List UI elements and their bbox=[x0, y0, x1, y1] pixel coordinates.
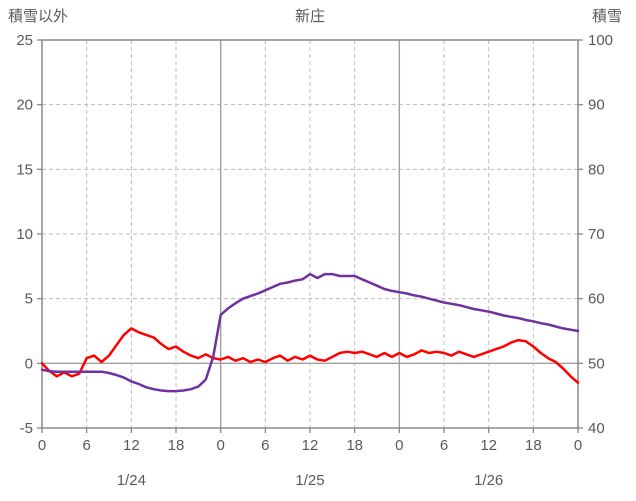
left-axis-tick-label: 5 bbox=[25, 291, 33, 308]
x-axis-tick-label: 18 bbox=[525, 437, 542, 454]
right-axis-tick-label: 40 bbox=[588, 420, 605, 437]
right-axis-tick-label: 100 bbox=[588, 32, 613, 49]
left-axis-tick-label: 15 bbox=[16, 161, 33, 178]
x-axis-tick-label: 6 bbox=[82, 437, 90, 454]
x-axis-tick-label: 6 bbox=[261, 437, 269, 454]
right-axis-tick-label: 50 bbox=[588, 355, 605, 372]
left-axis-tick-label: 10 bbox=[16, 226, 33, 243]
chart-title: 新庄 bbox=[294, 8, 325, 25]
left-axis-title: 積雪以外 bbox=[8, 8, 69, 25]
right-axis-tick-label: 70 bbox=[588, 226, 605, 243]
series-line-non-snow bbox=[40, 327, 580, 384]
x-axis-tick-label: 6 bbox=[440, 437, 448, 454]
x-axis-tick-label: 0 bbox=[38, 437, 46, 454]
left-axis-tick-label: -5 bbox=[20, 420, 33, 437]
x-axis-date-label: 1/26 bbox=[474, 472, 503, 489]
x-axis-tick-label: 18 bbox=[346, 437, 363, 454]
right-axis-tick-label: 90 bbox=[588, 97, 605, 114]
x-axis-tick-label: 0 bbox=[216, 437, 224, 454]
x-axis-date-label: 1/25 bbox=[295, 472, 324, 489]
right-axis-title: 積雪 bbox=[591, 8, 622, 25]
x-axis-tick-label: 12 bbox=[123, 437, 140, 454]
x-axis-tick-label: 12 bbox=[302, 437, 319, 454]
series-line-snow-depth bbox=[40, 272, 580, 393]
x-axis-tick-label: 12 bbox=[480, 437, 497, 454]
right-axis-tick-label: 80 bbox=[588, 161, 605, 178]
x-axis-tick-label: 18 bbox=[168, 437, 185, 454]
x-axis-date-label: 1/24 bbox=[117, 472, 146, 489]
left-axis-tick-label: 0 bbox=[25, 355, 33, 372]
x-axis-tick-label: 0 bbox=[395, 437, 403, 454]
left-axis-tick-label: 20 bbox=[16, 97, 33, 114]
x-axis-tick-label: 0 bbox=[574, 437, 582, 454]
right-axis-tick-label: 60 bbox=[588, 291, 605, 308]
left-axis-tick-label: 25 bbox=[16, 32, 33, 49]
